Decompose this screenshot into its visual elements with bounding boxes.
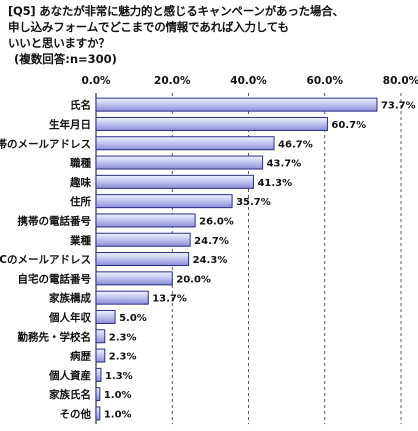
question-line-2: 申し込みフォームでどこまでの情報であれば入力しても <box>8 20 289 34</box>
bar <box>95 271 173 286</box>
sample-size-note: (複数回答:n=300) <box>14 52 117 66</box>
value-label: 1.0% <box>104 390 132 401</box>
bar <box>95 406 101 421</box>
x-tick-label: 60.0% <box>307 75 344 87</box>
value-label: 41.3% <box>257 178 292 189</box>
bars <box>95 97 378 421</box>
category-label: 携帯の電話番号 <box>18 214 92 227</box>
value-labels: 73.7% 60.7% 46.7% 43.7% 41.3% 35.7%26.0% 24.7%… <box>104 101 416 421</box>
value-label: 1.3% <box>105 371 133 382</box>
bar <box>95 309 116 324</box>
category-label: 業種 <box>69 234 91 247</box>
category-label: 生年月日 <box>49 118 91 131</box>
x-tick-label: 40.0% <box>230 75 267 87</box>
value-label: 13.7% <box>152 294 187 305</box>
bar <box>95 194 233 209</box>
bar <box>95 367 102 382</box>
category-label: 勤務先・学校名 <box>18 330 92 343</box>
category-labels: 氏名生年月日携帯のメールアドレス職種趣味住所携帯の電話番号業種 PCのメールアドレ… <box>0 99 91 421</box>
value-label: 35.7% <box>236 197 271 208</box>
value-label: 46.7% <box>278 139 313 150</box>
bar <box>95 116 328 131</box>
value-label: 1.0% <box>104 409 132 420</box>
value-label: 73.7% <box>381 101 416 112</box>
bar <box>95 387 101 402</box>
bar <box>95 232 191 247</box>
bar <box>95 136 275 151</box>
category-label: 病歴 <box>70 350 91 363</box>
bar <box>95 174 254 189</box>
bar <box>95 155 264 170</box>
value-label: 24.7% <box>194 236 229 247</box>
value-label: 26.0% <box>199 216 234 227</box>
x-tick-label: 20.0% <box>154 75 191 87</box>
value-label: 2.3% <box>109 352 137 363</box>
category-label: PCのメールアドレス <box>0 254 91 266</box>
value-label: 24.3% <box>193 255 228 266</box>
question-line-1: [Q5] あなたが非常に魅力的と感じるキャンペーンがあった場合、 <box>8 4 344 18</box>
value-label: 43.7% <box>267 159 302 170</box>
value-label: 5.0% <box>119 313 147 324</box>
x-tick-label: 0.0% <box>81 75 111 87</box>
category-label: 趣味 <box>69 176 91 189</box>
category-label: その他 <box>60 407 92 420</box>
category-label: 氏名 <box>70 99 91 112</box>
value-label: 60.7% <box>331 120 366 131</box>
value-label: 2.3% <box>109 332 137 343</box>
value-label: 20.0% <box>176 274 211 285</box>
category-label: 個人年収 <box>48 311 91 324</box>
category-label: 住所 <box>70 195 91 208</box>
x-axis-ticks: 0.0% 20.0% 40.0% 60.0% 80.0% <box>81 75 418 87</box>
category-label: 家族構成 <box>49 292 91 305</box>
category-label: 家族氏名 <box>49 388 91 401</box>
bar <box>95 329 106 344</box>
question-line-3: いいと思いますか？ <box>8 36 110 50</box>
category-label: 個人資産 <box>48 369 91 382</box>
bar <box>95 290 149 305</box>
bar <box>95 97 378 112</box>
x-tick-label: 80.0% <box>383 75 418 87</box>
bar <box>95 252 190 267</box>
bar <box>95 213 196 228</box>
category-label: 自宅の電話番号 <box>18 272 92 285</box>
category-label: 携帯のメールアドレス <box>0 137 91 150</box>
bar <box>95 348 106 363</box>
category-label: 職種 <box>70 157 91 170</box>
